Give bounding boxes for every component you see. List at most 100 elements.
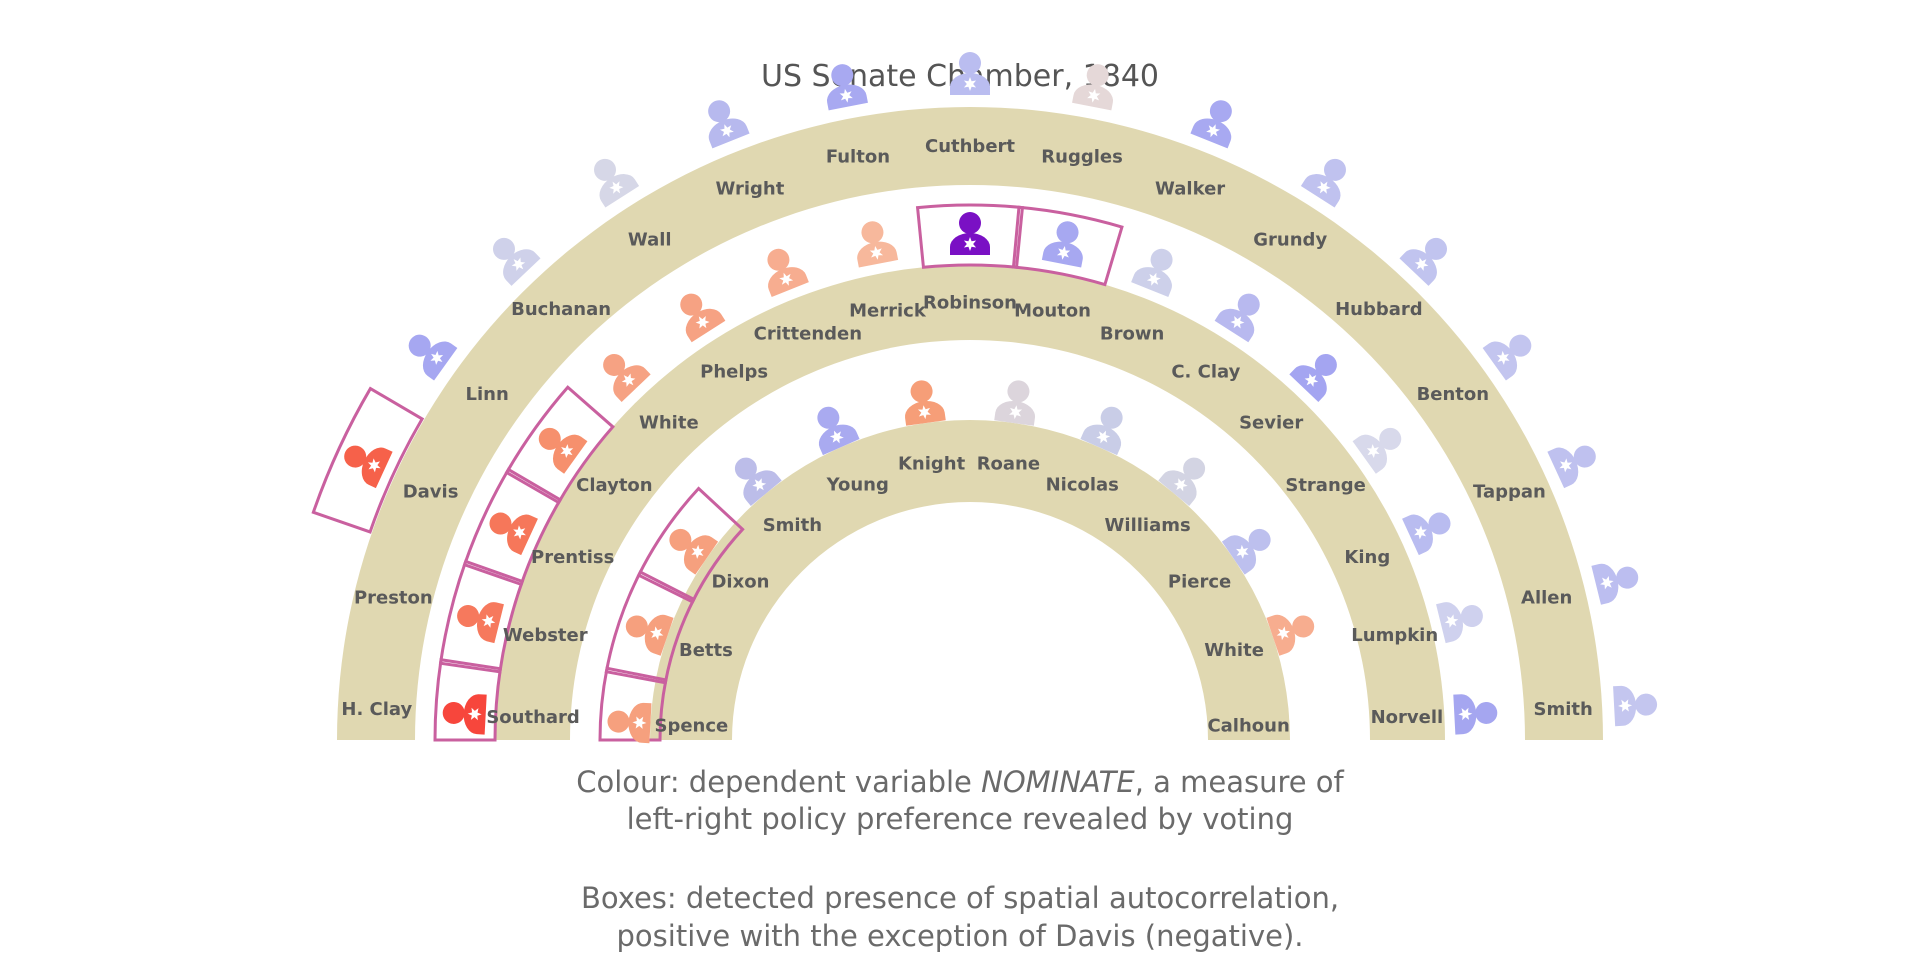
senator-icon	[538, 427, 588, 474]
star-icon	[1304, 373, 1319, 387]
star-icon	[511, 257, 526, 271]
star-icon	[1146, 272, 1161, 286]
senator-label: Webster	[503, 625, 588, 646]
senator-icon	[669, 528, 719, 575]
senator-label: Knight	[898, 454, 966, 475]
senator-icon	[905, 380, 946, 426]
caption-line-3: Boxes: detected presence of spatial auto…	[581, 881, 1339, 915]
chamber-row-3	[337, 107, 1603, 740]
senator-icon	[344, 445, 393, 489]
senator-icon	[1613, 685, 1658, 727]
senator-icon	[950, 52, 990, 95]
star-icon	[869, 246, 884, 260]
senator-label: Merrick	[849, 300, 927, 321]
senator-label: Preston	[354, 588, 433, 609]
senator-label: Sevier	[1239, 413, 1303, 434]
star-icon	[621, 373, 636, 387]
autocorrelation-box	[433, 658, 503, 742]
senator-label: Pierce	[1168, 571, 1231, 592]
star-icon	[1096, 430, 1111, 444]
senator-icon	[1266, 614, 1315, 656]
senator-icon	[282, 685, 327, 727]
star-icon	[367, 458, 381, 473]
chamber-row-1	[650, 420, 1290, 740]
senator-label: Hubbard	[1335, 299, 1423, 320]
senator-icon	[1072, 64, 1113, 111]
senator-icon	[857, 221, 899, 268]
senator-icon	[1131, 248, 1173, 297]
star-icon	[1559, 458, 1573, 473]
senator-icon	[603, 353, 651, 402]
star-icon	[1496, 350, 1510, 365]
senator-label: Ruggles	[1041, 147, 1123, 168]
senator-icon	[442, 694, 487, 735]
senator-label: Wright	[715, 178, 784, 199]
senator-label: White	[639, 413, 699, 434]
senator-label: Wall	[628, 230, 672, 251]
senator-icon	[594, 158, 640, 208]
senator-label: Robinson	[923, 293, 1017, 314]
star-icon	[1087, 88, 1101, 103]
senator-icon	[1352, 427, 1402, 474]
senator-icon	[1158, 457, 1206, 506]
senator-icon	[1482, 334, 1532, 381]
senator-label: Norvell	[1371, 707, 1444, 728]
senator-label: Strange	[1285, 475, 1366, 496]
senator-icon	[1190, 100, 1232, 149]
senator-icon	[1591, 563, 1639, 605]
chamber-row-2	[495, 265, 1445, 740]
senator-icon	[1300, 158, 1346, 208]
star-icon	[1276, 626, 1290, 641]
senator-label: C. Clay	[1171, 362, 1240, 383]
star-icon	[326, 575, 340, 590]
senator-seats	[282, 52, 1658, 744]
star-icon	[560, 444, 574, 459]
senator-icon	[1041, 221, 1083, 268]
star-icon	[1236, 544, 1249, 559]
senator-label: Lumpkin	[1351, 625, 1438, 646]
senator-icon	[950, 212, 990, 255]
autocorrelation-box	[1011, 205, 1124, 287]
senator-icon	[457, 602, 504, 644]
senator-icon	[708, 100, 750, 149]
senator-label: H. Clay	[341, 699, 412, 720]
senator-icon	[625, 614, 674, 656]
star-icon	[1444, 614, 1459, 628]
star-icon	[1414, 525, 1427, 540]
senator-icon	[1214, 293, 1260, 343]
star-icon	[1600, 575, 1614, 590]
star-icon	[1618, 699, 1633, 712]
senator-icon	[827, 64, 868, 111]
senator-icon	[817, 406, 860, 456]
senator-icon	[1436, 602, 1483, 644]
senator-icon	[1547, 445, 1596, 489]
senator-label: Smith	[763, 515, 822, 536]
autocorrelation-box	[636, 486, 745, 604]
star-icon	[1458, 707, 1473, 721]
caption-line-2: left-right policy preference revealed by…	[627, 802, 1294, 836]
senator-icon	[492, 237, 541, 286]
star-icon	[513, 525, 526, 540]
star-icon	[1366, 444, 1380, 459]
senator-icon	[1080, 406, 1123, 456]
senator-icon	[408, 334, 458, 381]
senator-icon	[734, 457, 782, 506]
senator-label: Phelps	[700, 362, 768, 383]
star-icon	[481, 614, 496, 628]
star-icon	[752, 478, 767, 492]
star-icon	[650, 626, 664, 641]
star-icon	[430, 350, 444, 365]
senator-icon	[1288, 702, 1333, 744]
caption-line-4: positive with the exception of Davis (ne…	[617, 919, 1304, 953]
senator-label: Grundy	[1253, 230, 1327, 251]
star-icon	[1414, 257, 1429, 271]
star-icon	[963, 77, 977, 91]
senator-label: Williams	[1105, 515, 1191, 536]
senator-label: Tappan	[1473, 481, 1546, 502]
senator-label: Allen	[1521, 588, 1572, 609]
senator-icon	[680, 293, 726, 343]
senator-label: Roane	[977, 454, 1040, 475]
senator-label: White	[1204, 640, 1264, 661]
senator-label: King	[1344, 547, 1390, 568]
